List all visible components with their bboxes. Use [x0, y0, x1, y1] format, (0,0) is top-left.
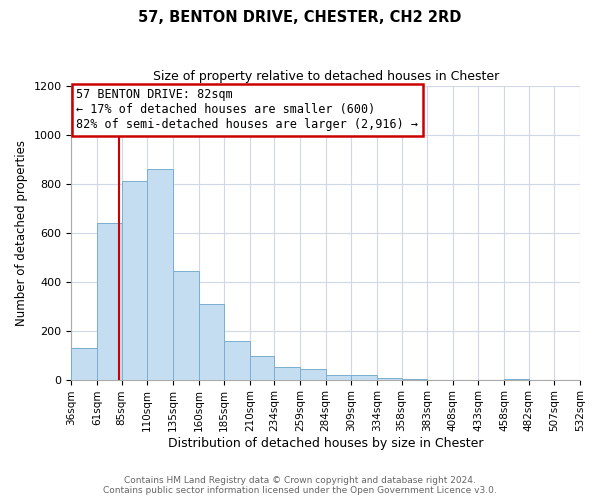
Bar: [274, 367, 300, 380]
Title: Size of property relative to detached houses in Chester: Size of property relative to detached ho…: [152, 70, 499, 83]
Text: 57, BENTON DRIVE, CHESTER, CH2 2RD: 57, BENTON DRIVE, CHESTER, CH2 2RD: [139, 10, 461, 25]
Bar: [300, 369, 326, 380]
Bar: [326, 375, 352, 380]
Bar: [173, 270, 199, 380]
Bar: [224, 341, 250, 380]
Bar: [250, 356, 274, 380]
Bar: [97, 223, 122, 380]
Bar: [377, 378, 401, 380]
Bar: [71, 348, 97, 380]
Bar: [199, 304, 224, 380]
Bar: [122, 181, 147, 380]
Bar: [352, 374, 377, 380]
Y-axis label: Number of detached properties: Number of detached properties: [15, 140, 28, 326]
Bar: [147, 169, 173, 380]
Text: 57 BENTON DRIVE: 82sqm
← 17% of detached houses are smaller (600)
82% of semi-de: 57 BENTON DRIVE: 82sqm ← 17% of detached…: [76, 88, 418, 132]
X-axis label: Distribution of detached houses by size in Chester: Distribution of detached houses by size …: [168, 437, 484, 450]
Text: Contains HM Land Registry data © Crown copyright and database right 2024.
Contai: Contains HM Land Registry data © Crown c…: [103, 476, 497, 495]
